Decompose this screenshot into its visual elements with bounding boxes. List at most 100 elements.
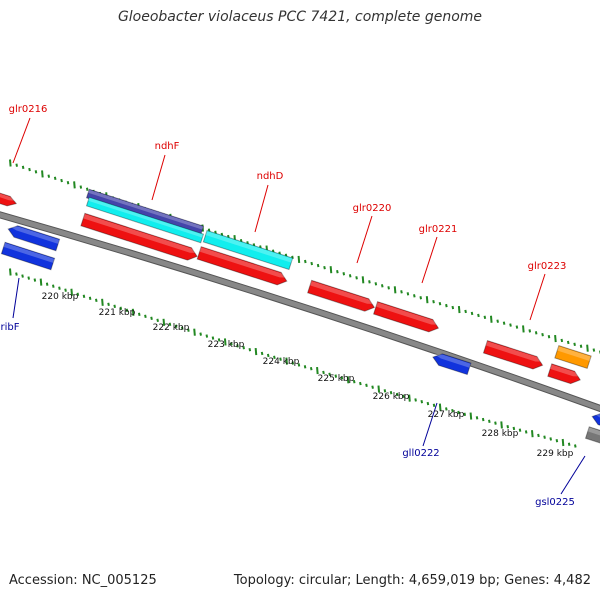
track-dot [494, 421, 497, 425]
track-dot [518, 428, 522, 432]
track-dot [94, 298, 98, 303]
track-dot [470, 311, 474, 316]
track-dot [21, 165, 25, 170]
feature-glr0223 [482, 339, 544, 370]
track-dot [371, 385, 374, 389]
track-dot [380, 284, 384, 288]
track-dot [119, 306, 123, 311]
track-dot [414, 398, 417, 402]
track-major-tick [500, 421, 503, 429]
track-dot [340, 376, 344, 380]
track-dot [304, 259, 307, 264]
track-dot [107, 302, 110, 307]
track-dot [483, 315, 487, 320]
gene-label-glr0216[interactable]: glr0216 [9, 104, 48, 115]
feature-glr0216-shine [0, 193, 18, 201]
track-dot [242, 346, 245, 350]
outer-dotted-track [9, 159, 600, 354]
track-dot [451, 305, 455, 310]
track-dot [60, 178, 63, 183]
feature-glr0221-shine [375, 302, 440, 325]
track-major-tick [531, 430, 534, 438]
track-major-tick [425, 296, 429, 304]
feature-ndhD-cyan-shine [205, 231, 293, 263]
track-major-tick [193, 328, 196, 336]
track-dot [352, 379, 356, 384]
feature-glr0223-shine [485, 341, 544, 362]
gene-label-ndhF[interactable]: ndhF [155, 141, 180, 152]
track-dot [207, 228, 211, 232]
track-dot [515, 325, 519, 329]
track-dot [463, 412, 467, 416]
feature-ndhD-cyan [202, 229, 294, 271]
track-major-tick [329, 266, 333, 274]
track-dot [359, 381, 362, 386]
track-major-tick [285, 357, 288, 365]
leader-glr0221 [421, 236, 438, 284]
feature-gsl0225-shine [587, 427, 600, 436]
track-major-tick [586, 344, 589, 352]
topology-text: Topology: circular; Length: 4,659,019 bp… [233, 573, 591, 588]
track-dot [573, 342, 576, 347]
feature-red-small-shine [550, 364, 582, 377]
track-dot [488, 419, 491, 424]
track-dot [291, 255, 294, 260]
leader-ndhF [151, 154, 166, 201]
track-major-tick [316, 366, 319, 375]
gene-label-glr0223[interactable]: glr0223 [528, 261, 567, 272]
track-major-tick [457, 305, 461, 314]
gene-label-gll0222[interactable]: gll0222 [402, 448, 439, 459]
track-dot [334, 374, 338, 378]
feature-gll0222-shine [433, 354, 471, 368]
track-dot [383, 389, 387, 393]
track-dot [199, 332, 202, 336]
track-dot [549, 437, 553, 441]
track-dot [28, 167, 31, 172]
scale-label-228: 228 kbp [482, 429, 519, 439]
leader-ndhD [254, 184, 269, 233]
track-major-tick [554, 334, 557, 343]
gene-label-ribF[interactable]: ribF [1, 322, 20, 333]
accession-text: Accession: NC_005125 [9, 573, 157, 588]
gene-label-ndhD[interactable]: ndhD [257, 171, 284, 182]
track-major-tick [254, 347, 258, 356]
track-major-tick [41, 170, 44, 178]
feature-track [0, 188, 600, 444]
track-dot [413, 294, 416, 298]
map-title: Gloeobacter violaceus PCC 7421, complete… [117, 9, 483, 25]
track-dot [64, 288, 67, 292]
feature-ndhF-cyan-shine [88, 197, 204, 238]
track-dot [451, 409, 454, 413]
track-dot [205, 334, 209, 338]
gene-label-glr0221[interactable]: glr0221 [419, 224, 458, 235]
label-leaders [12, 117, 586, 495]
track-dot [82, 294, 86, 298]
track-major-tick [408, 394, 411, 402]
track-dot [273, 355, 276, 360]
inner-dotted-track [9, 268, 577, 448]
track-dot [47, 174, 51, 178]
track-major-tick [39, 278, 43, 286]
track-dot [21, 274, 24, 278]
gene-label-gsl0225[interactable]: gsl0225 [535, 497, 575, 508]
feature-red-small [547, 363, 581, 385]
track-major-tick [361, 276, 365, 284]
track-dot [579, 344, 583, 348]
track-dot [395, 392, 399, 397]
track-dot [76, 292, 80, 296]
track-dot [420, 400, 424, 404]
track-dot [168, 322, 172, 326]
track-major-tick [9, 159, 12, 167]
track-dot [230, 342, 233, 346]
feature-orange [554, 344, 592, 370]
track-dot [174, 324, 178, 328]
track-dot [125, 308, 129, 313]
track-dot [592, 348, 596, 352]
gene-label-glr0220[interactable]: glr0220 [353, 203, 392, 214]
track-dot [426, 401, 430, 406]
track-dot [322, 370, 325, 375]
track-dot [502, 321, 506, 325]
track-dot [477, 313, 480, 318]
track-dot [541, 333, 544, 337]
track-dot [432, 299, 435, 304]
